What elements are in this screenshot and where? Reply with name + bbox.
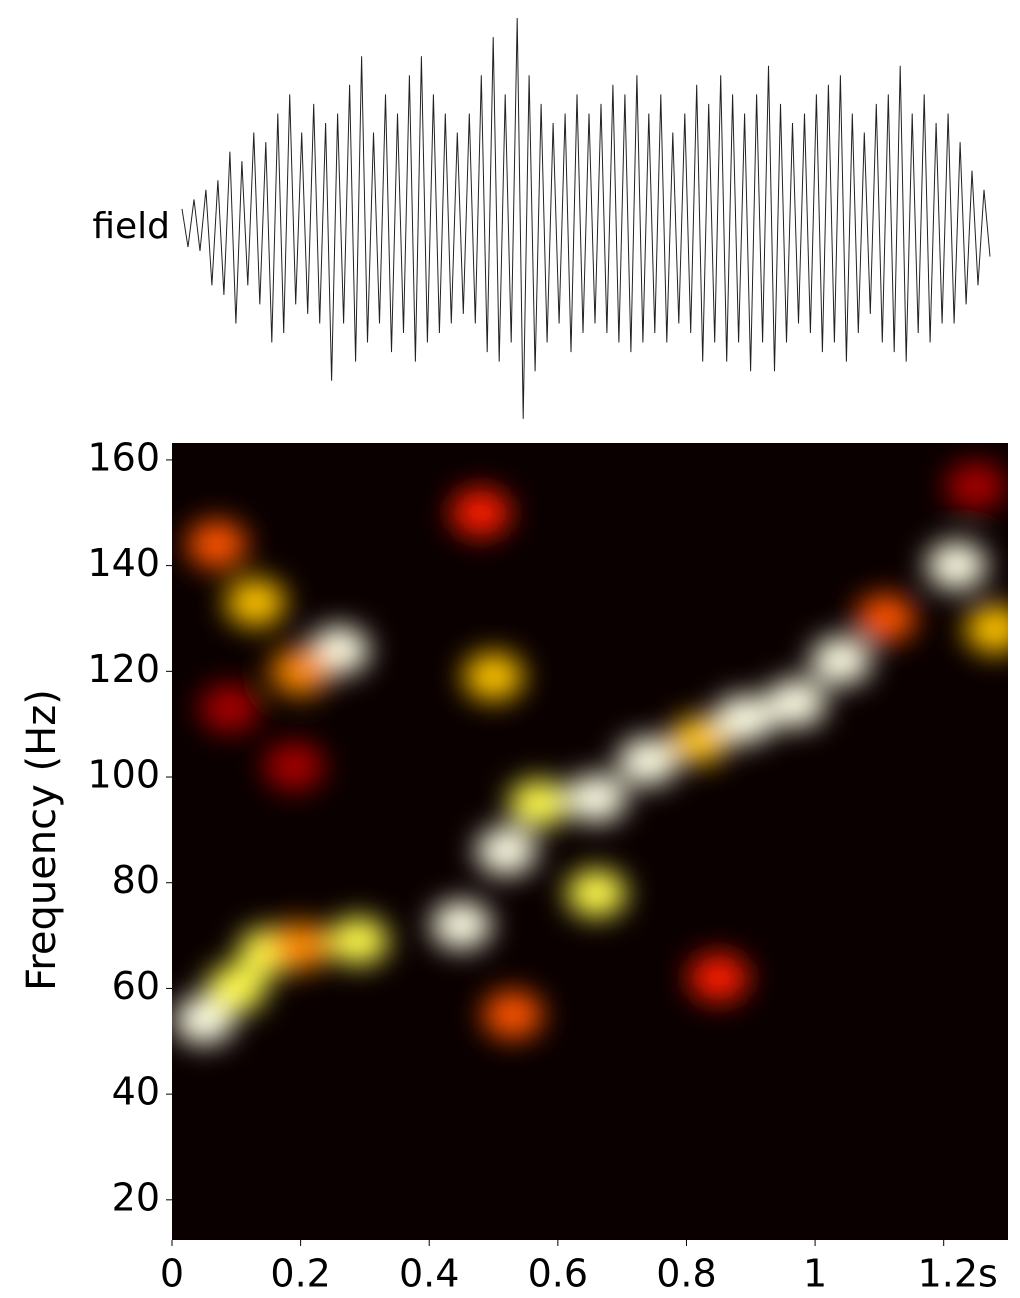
heat-blob [463, 652, 524, 701]
x-tick-label: 0.2 [270, 1252, 330, 1296]
heat-blob [450, 488, 511, 537]
heat-blob [617, 737, 678, 786]
heat-blob [566, 869, 627, 918]
y-tick-label: 100 [87, 753, 160, 797]
heat-blob [688, 953, 749, 1002]
x-tick-label: 0.4 [399, 1252, 459, 1296]
y-tick-label: 80 [112, 858, 160, 902]
heat-blob [669, 716, 730, 765]
heat-blob [206, 964, 267, 1013]
x-tick-label: 1.2s [918, 1252, 998, 1296]
heat-blob [431, 901, 492, 950]
heat-blob [270, 922, 331, 971]
heat-blob [476, 827, 537, 876]
heat-blob [566, 774, 627, 823]
heat-blob [855, 594, 916, 643]
heat-blob [965, 605, 1008, 654]
heat-blob [945, 462, 1006, 511]
y-tick-label: 60 [112, 964, 160, 1008]
field-trace [181, 17, 991, 419]
heat-blob [199, 684, 260, 733]
y-tick-label: 140 [87, 541, 160, 585]
x-tick-label: 0.6 [528, 1252, 588, 1296]
trace-label: field [92, 206, 170, 247]
y-tick-label: 40 [112, 1070, 160, 1114]
y-tick-label: 120 [87, 647, 160, 691]
y-tick-label: 20 [112, 1175, 160, 1219]
y-tick-label: 160 [87, 435, 160, 479]
heat-blob [225, 578, 286, 627]
heat-blob [508, 779, 569, 828]
heat-layer [174, 462, 1008, 1045]
heat-blob [482, 990, 543, 1039]
x-tick-label: 0.8 [656, 1252, 716, 1296]
plot-background [172, 443, 1008, 1240]
heat-blob [926, 541, 987, 590]
heat-blob [765, 679, 826, 728]
heat-blob [270, 647, 331, 696]
heat-blob [810, 636, 871, 685]
heat-blob [264, 742, 325, 791]
x-tick-label: 0 [160, 1252, 184, 1296]
x-tick-label: 1 [803, 1252, 827, 1296]
heat-blob [187, 520, 248, 569]
heat-blob [328, 916, 389, 965]
heat-blob [174, 996, 235, 1045]
y-axis-title: Frequency (Hz) [19, 689, 65, 991]
heat-blob [714, 694, 775, 743]
